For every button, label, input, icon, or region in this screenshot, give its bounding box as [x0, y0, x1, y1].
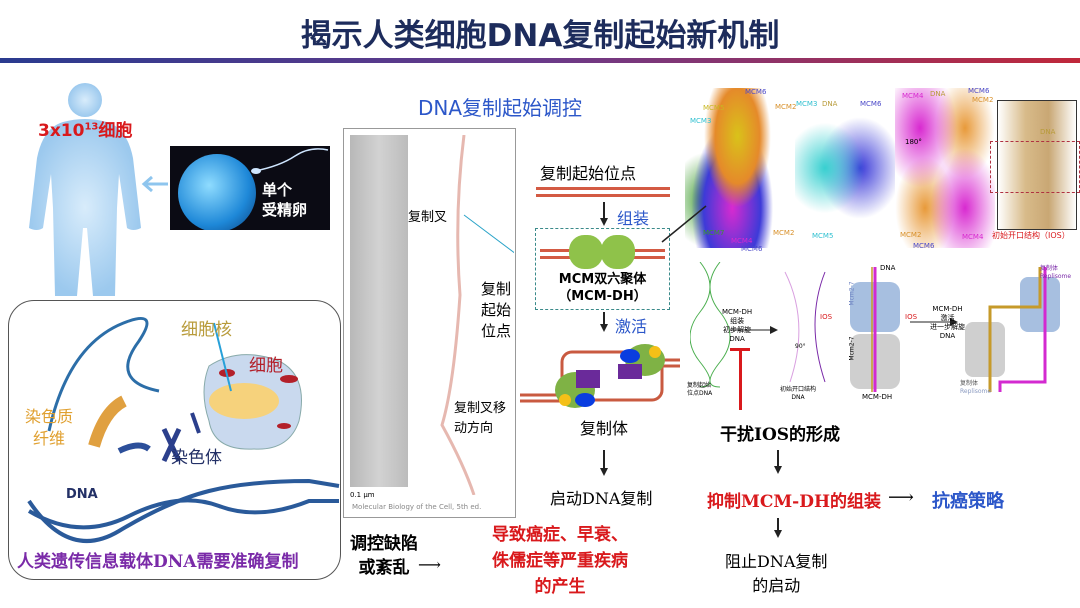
structure-label: MCM4	[902, 92, 924, 100]
ios-structure-label: 初始开口结构（IOS）	[992, 231, 1070, 240]
rotation-90-label: 90°	[795, 343, 806, 350]
replisome-label: 复制体	[580, 419, 629, 438]
dna-caption: 人类遗传信息载体DNA需要准确复制	[17, 552, 299, 572]
replisome-diagram-label: 复制体 Replisome	[960, 380, 992, 395]
structure-label: MCM6	[745, 88, 767, 96]
structure-label: DNA	[930, 90, 946, 98]
mcm-bottom-label: Mcm2-7	[848, 336, 856, 361]
open-structure-label: 初始开口结构 DNA	[780, 386, 817, 401]
origin-label: 复制 起始 位点	[481, 280, 512, 340]
structure-label: DNA	[1040, 128, 1056, 136]
structure-label: MCM6	[741, 245, 763, 253]
disease-consequence: 导致癌症、早衰、 侏儒症等严重疾病 的产生	[492, 525, 628, 597]
defect-label: 调控缺陷 或紊乱	[350, 534, 418, 578]
fertilized-egg-image: 单个 受精卵	[170, 146, 330, 230]
fork-label: 复制叉	[408, 210, 448, 225]
callout-arrow	[661, 205, 707, 243]
title-divider	[0, 58, 1080, 63]
ios-label: IOS	[820, 313, 833, 321]
mcm-structure-2	[795, 88, 895, 248]
arrow-right-icon: ⟶	[888, 487, 914, 508]
page-title: 揭示人类细胞DNA复制起始新机制	[300, 18, 780, 54]
mcm-top-label: Mcm2-7	[848, 281, 856, 306]
electron-micrograph	[350, 135, 408, 487]
structure-label: MCM4	[731, 237, 753, 245]
section-heading: DNA复制起始调控	[418, 96, 583, 120]
rotation-label: 180°	[905, 138, 922, 146]
replication-trace	[440, 135, 514, 495]
mcm-structure-3	[895, 88, 995, 248]
mcm-dh-label: MCM双六聚体 （MCM-DH）	[558, 272, 647, 304]
ios-label-2: IOS	[905, 313, 918, 321]
arrow-left-icon	[141, 175, 168, 193]
structure-label: MCM5	[703, 104, 725, 112]
nucleus-label: 细胞核	[181, 320, 232, 340]
em-figure: 复制叉 复制 起始 位点 复制叉移 动方向 0.1 μm Molecular Biol…	[343, 128, 516, 518]
ios-density-zoom	[990, 100, 1080, 230]
structure-label: MCM6	[913, 242, 935, 250]
structure-label: DNA	[822, 100, 838, 108]
assembly-step-label: MCM-DH 组装 初步解旋 DNA	[722, 308, 753, 343]
mcm-structure-1	[685, 88, 790, 248]
cell-label: 细胞	[249, 356, 283, 376]
mcm-dh-box: MCM双六聚体 （MCM-DH）	[535, 228, 670, 310]
interfere-ios-label: 干扰IOS的形成	[720, 425, 841, 445]
chromatin-label: 染色质 纤维	[25, 407, 74, 448]
mechanism-diagram	[690, 262, 1060, 392]
activation-label: 激活	[615, 317, 648, 336]
scale-bar: 0.1 μm	[350, 491, 375, 499]
inhibit-mcm-dh-label: 抑制MCM-DH的组装	[707, 492, 882, 512]
arrow-right-icon: ⟶	[418, 555, 441, 574]
activation-step-label: MCM-DH 激活 进一步解旋 DNA	[930, 305, 965, 340]
dna-hierarchy-panel: 细胞核 细胞 染色质 纤维 染色体 DNA 人类遗传信息载体DNA需要准确复制	[8, 300, 341, 580]
mcm-dh-diagram-label: MCM-DH	[862, 393, 893, 401]
structure-label: MCM2	[900, 231, 922, 239]
structure-label: MCM7	[703, 229, 725, 237]
structure-label: MCM3	[690, 117, 712, 125]
citation: Molecular Biology of the Cell, 5th ed.	[352, 503, 482, 511]
cell-count: 3x1013细胞	[38, 121, 133, 141]
dna-label: DNA	[66, 487, 98, 502]
structure-label: MCM6	[860, 100, 882, 108]
structure-label: MCM4	[962, 233, 984, 241]
structure-label: MCM3	[796, 100, 818, 108]
structure-label: MCM5	[812, 232, 834, 240]
flow-origin: 复制起始位点	[540, 164, 637, 183]
replisome-top-label: 复制体 Replisome	[1040, 265, 1072, 280]
chromosome-label: 染色体	[171, 448, 222, 468]
dna-diagram-label: DNA	[880, 264, 896, 272]
start-replication-label: 启动DNA复制	[550, 489, 653, 508]
structure-label: MCM6	[968, 87, 990, 95]
origin-dna-label: 复制起始 位点DNA	[687, 382, 713, 397]
replisome-illustration	[520, 344, 680, 408]
dna-illustration	[27, 317, 340, 543]
structure-label: MCM2	[773, 229, 795, 237]
block-replication-label: 阻止DNA复制 的启动	[725, 552, 828, 595]
structure-label: MCM2	[972, 96, 994, 104]
fork-direction-label: 复制叉移 动方向	[454, 401, 507, 436]
assembly-label: 组装	[617, 209, 650, 228]
egg-label: 单个	[262, 181, 293, 199]
anticancer-strategy-label: 抗癌策略	[932, 491, 1004, 512]
human-silhouette	[29, 83, 141, 296]
structure-label: MCM2	[775, 103, 797, 111]
